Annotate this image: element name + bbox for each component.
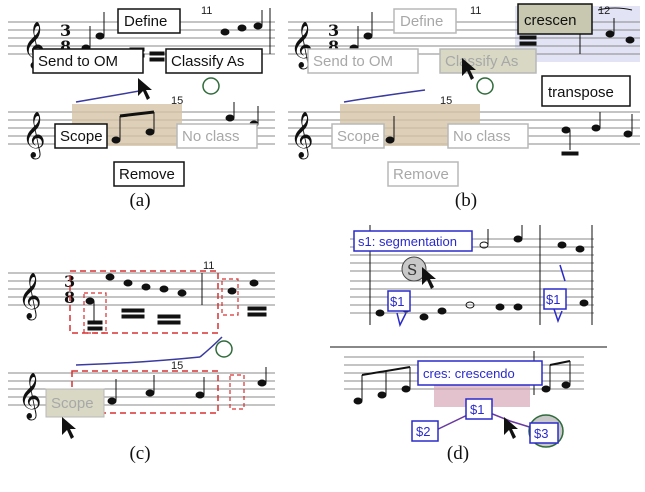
remove-button[interactable]: Remove: [387, 161, 459, 187]
pen-stroke: [75, 356, 201, 366]
cursor-icon: [138, 78, 152, 100]
classify-as-button[interactable]: Classify As: [165, 48, 263, 74]
svg-text:Classify As: Classify As: [445, 53, 518, 70]
measure-number: 15: [171, 95, 183, 107]
time-sig-top: 3: [60, 21, 71, 40]
treble-clef-icon: 𝄞: [22, 112, 46, 160]
pen-stroke: [75, 89, 146, 103]
svg-text:Define: Define: [400, 13, 443, 30]
notes-d-bottom: [353, 360, 571, 405]
svg-text:No class: No class: [182, 128, 240, 145]
define-button[interactable]: Define: [117, 8, 181, 34]
svg-text:Define: Define: [124, 13, 167, 30]
classify-as-button[interactable]: Classify As: [439, 48, 537, 74]
measure-number: 15: [171, 360, 183, 372]
panel-b: 𝄞 3 8 11 12 Define Send to OM Classify A…: [280, 0, 645, 215]
crescendo-label[interactable]: cres: crescendo: [417, 360, 543, 386]
no-class-button[interactable]: No class: [447, 123, 529, 149]
tag-crescendo-3[interactable]: $3: [529, 422, 559, 444]
cursor-icon: [462, 58, 476, 80]
svg-text:$3: $3: [534, 426, 548, 441]
time-sig-bottom: 8: [60, 37, 71, 56]
svg-text:Scope: Scope: [60, 128, 103, 145]
tag-connector: [429, 408, 537, 434]
scope-box: [229, 374, 245, 410]
measure-number: 11: [201, 5, 212, 17]
treble-clef-icon: 𝄞: [290, 112, 314, 160]
caption-d: (d): [446, 443, 470, 464]
svg-text:$1: $1: [546, 292, 560, 307]
cursor-icon: [504, 417, 518, 439]
transpose-button[interactable]: transpose: [541, 75, 631, 107]
crescen-button[interactable]: crescen: [517, 3, 593, 35]
svg-text:Remove: Remove: [119, 166, 175, 183]
panel-a: 𝄞 3 8 11 Define Send to OM Classify As: [0, 0, 320, 215]
svg-text:No class: No class: [453, 128, 511, 145]
svg-text:$2: $2: [416, 424, 430, 439]
panel-d: s1: segmentation S $1 $1: [322, 225, 645, 492]
scope-box: [221, 278, 239, 316]
notes-c-top: [85, 273, 267, 331]
send-to-om-button[interactable]: Send to OM: [307, 48, 419, 74]
treble-clef-icon: 𝄞: [18, 373, 42, 421]
no-class-button[interactable]: No class: [176, 123, 258, 149]
svg-text:s1: segmentation: s1: segmentation: [358, 234, 457, 249]
scope-button[interactable]: Scope: [331, 123, 385, 149]
crescendo-highlight: [434, 385, 530, 407]
tag-crescendo-2[interactable]: $2: [411, 420, 439, 442]
scope-box: [83, 292, 107, 334]
segmentation-label[interactable]: s1: segmentation: [353, 230, 473, 252]
panel-a-canvas: 𝄞 3 8 11 Define Send to OM Classify As: [8, 5, 275, 187]
svg-text:Scope: Scope: [51, 395, 94, 412]
panel-c: 𝄞 3 8 11 𝄞 15: [0, 225, 320, 492]
measure-number: 15: [440, 95, 452, 107]
caption-a: (a): [129, 190, 151, 211]
svg-text:cres: crescendo: cres: crescendo: [423, 366, 515, 381]
cursor-icon: [62, 417, 76, 439]
notes-b-bottom: [385, 112, 633, 156]
pen-circle: [202, 77, 220, 95]
notes-a-top: [81, 10, 263, 62]
svg-text:Classify As: Classify As: [171, 53, 244, 70]
panel-d-canvas: s1: segmentation S $1 $1: [330, 225, 607, 448]
measure-number: 11: [470, 5, 481, 17]
svg-text:crescen: crescen: [524, 12, 577, 29]
tag-segmentation-2[interactable]: $1: [543, 288, 567, 310]
pen-stroke: [553, 264, 566, 324]
panel-b-canvas: 𝄞 3 8 11 12 Define Send to OM Classify A…: [288, 3, 640, 187]
pen-circle: [476, 77, 494, 95]
svg-text:$1: $1: [470, 402, 484, 417]
notes-c-bottom: [107, 367, 267, 405]
send-to-om-button[interactable]: Send to OM: [32, 48, 144, 74]
treble-clef-icon: 𝄞: [18, 273, 42, 321]
time-sig-top: 3: [328, 21, 339, 40]
measure-number: 12: [598, 5, 610, 17]
svg-text:$1: $1: [390, 294, 404, 309]
scope-button[interactable]: Scope: [54, 123, 108, 149]
remove-button[interactable]: Remove: [113, 161, 185, 187]
measure-number: 11: [203, 260, 214, 272]
time-sig-top: 3: [64, 272, 75, 291]
caption-b: (b): [454, 190, 478, 211]
handwritten-s: S: [407, 261, 417, 279]
panel-c-canvas: 𝄞 3 8 11 𝄞 15: [8, 260, 275, 439]
svg-text:transpose: transpose: [548, 84, 614, 101]
caption-c: (c): [129, 443, 151, 464]
scope-box: [69, 270, 219, 334]
tag-crescendo-1[interactable]: $1: [465, 398, 493, 420]
tag-segmentation-1[interactable]: $1: [387, 290, 411, 312]
svg-text:Send to OM: Send to OM: [313, 53, 393, 70]
scope-button[interactable]: Scope: [45, 388, 105, 418]
pen-stroke: [343, 89, 426, 103]
svg-text:Send to OM: Send to OM: [38, 53, 118, 70]
pen-circle: [215, 340, 233, 358]
cursor-icon: [422, 267, 436, 289]
time-sig-bottom: 8: [328, 37, 339, 56]
handwritten-s-icon: [401, 256, 427, 282]
svg-text:Remove: Remove: [393, 166, 449, 183]
svg-text:Scope: Scope: [337, 128, 380, 145]
pen-stroke: [396, 312, 407, 328]
define-button[interactable]: Define: [393, 8, 457, 34]
